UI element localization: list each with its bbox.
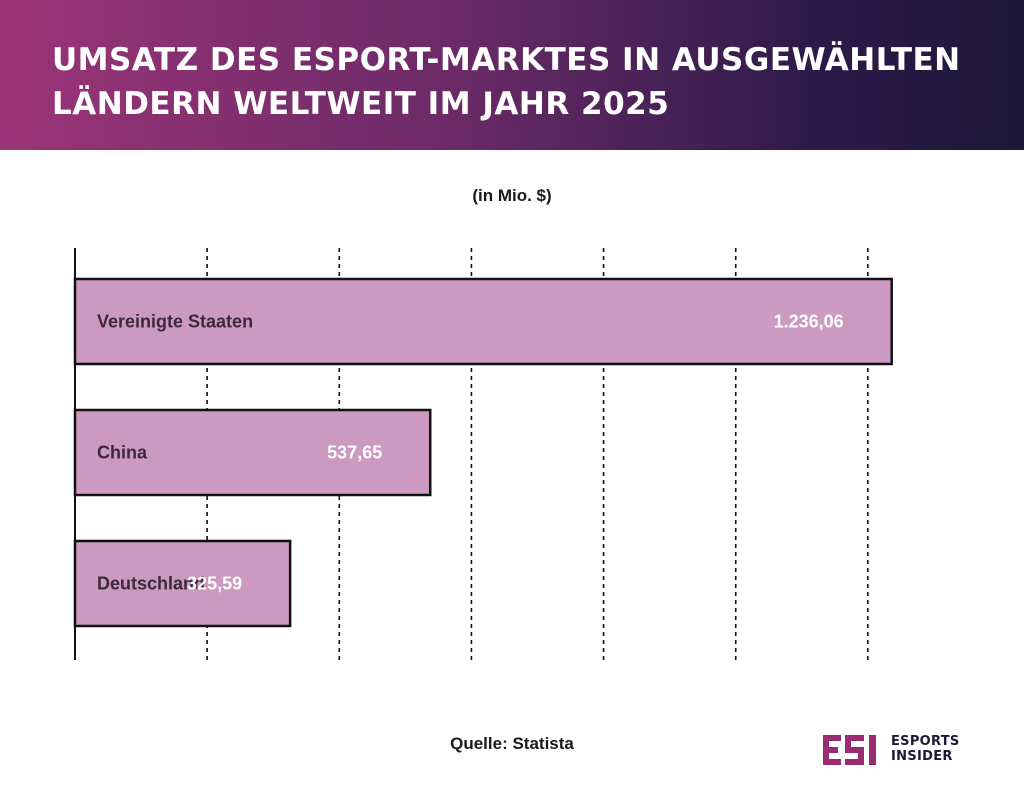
logo-line2: INSIDER [891,749,953,764]
source-label: Quelle: Statista [450,734,574,753]
value-label: 325,59 [187,574,242,594]
value-label: 1.236,06 [774,312,844,332]
logo-wordmark: ESPORTS INSIDER [891,734,960,764]
chart-title: UMSATZ DES ESPORT-MARKTES IN AUSGEWÄHLTE… [52,42,961,122]
value-label: 537,65 [327,443,382,463]
header-banner: UMSATZ DES ESPORT-MARKTES IN AUSGEWÄHLTE… [0,0,1024,150]
esports-insider-logo: ESPORTS INSIDER [823,733,973,769]
category-label: Vereinigte Staaten [97,312,253,332]
logo-line1: ESPORTS [891,734,960,749]
category-label: Deutschland [97,574,205,594]
logo-mark [823,735,876,765]
bar [73,539,292,628]
category-label: China [97,443,148,463]
unit-label: (in Mio. $) [472,186,552,205]
